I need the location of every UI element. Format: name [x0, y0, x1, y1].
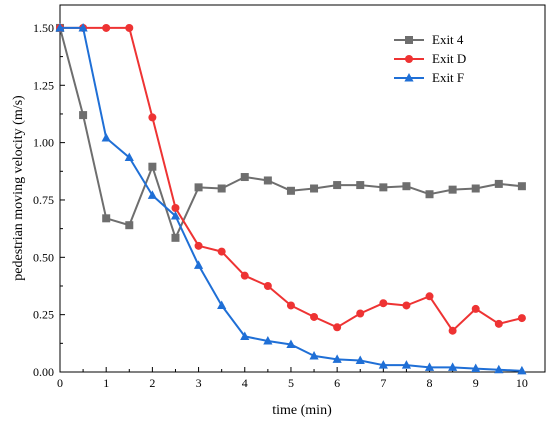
data-point — [125, 221, 134, 230]
data-point — [286, 339, 296, 348]
data-point — [517, 365, 527, 375]
data-point — [356, 309, 365, 318]
x-tick-label: 5 — [288, 376, 294, 390]
data-point — [379, 299, 388, 308]
data-point — [217, 184, 226, 193]
data-point — [471, 363, 481, 373]
legend-label: Exit 4 — [432, 32, 464, 47]
data-point — [171, 233, 180, 242]
data-point — [125, 23, 134, 32]
data-point — [333, 181, 342, 190]
series-exit-f — [55, 22, 527, 375]
data-point — [194, 183, 203, 192]
data-point — [448, 362, 458, 371]
data-point — [494, 364, 504, 374]
data-point — [101, 133, 111, 142]
data-point — [494, 319, 503, 328]
data-point — [310, 312, 319, 321]
legend-marker — [405, 55, 413, 63]
legend-marker — [404, 73, 414, 82]
data-point — [263, 336, 273, 345]
data-point — [401, 360, 412, 369]
legend-label: Exit D — [432, 51, 466, 66]
legend-label: Exit F — [432, 70, 464, 85]
data-point — [148, 162, 157, 171]
y-axis: 0.00 0.25 0.50 0.75 1.00 1.25 1.50 — [33, 21, 65, 379]
x-tick-label: 1 — [103, 376, 109, 390]
x-tick-label: 9 — [473, 376, 479, 390]
data-point — [148, 113, 157, 122]
data-point — [517, 314, 526, 323]
data-point — [217, 247, 226, 256]
data-point — [102, 23, 111, 32]
legend: Exit 4 Exit D Exit F — [394, 32, 466, 85]
data-point — [263, 176, 272, 185]
x-tick-label: 2 — [149, 376, 155, 390]
data-point — [55, 22, 65, 32]
x-tick-label: 10 — [516, 376, 528, 390]
data-point — [124, 152, 134, 162]
data-point — [378, 360, 388, 369]
data-point — [471, 184, 480, 193]
series-exit-d — [56, 23, 526, 335]
data-point — [240, 331, 250, 340]
data-point — [425, 190, 434, 199]
x-tick-label: 3 — [196, 376, 202, 390]
data-point — [170, 211, 181, 220]
y-axis-title: pedestrian moving velocity (m/s) — [11, 95, 26, 281]
data-point — [102, 214, 111, 223]
data-point — [309, 350, 319, 360]
data-point — [286, 186, 295, 195]
x-axis-title: time (min) — [272, 403, 332, 418]
x-tick-label: 4 — [242, 376, 248, 390]
x-axis: 0 1 2 3 4 5 6 7 8 9 10 — [57, 367, 528, 390]
data-point — [310, 184, 319, 193]
x-tick-label: 8 — [427, 376, 433, 390]
legend-item-exit-4: Exit 4 — [394, 32, 464, 47]
data-point — [356, 181, 365, 190]
data-point — [171, 203, 180, 212]
legend-item-exit-f: Exit F — [394, 70, 464, 85]
legend-item-exit-d: Exit D — [394, 51, 466, 66]
series-layer — [55, 22, 527, 375]
y-tick-label: 0.25 — [33, 308, 54, 322]
data-point — [517, 182, 526, 191]
data-point — [425, 292, 434, 301]
data-point — [286, 301, 295, 310]
data-point — [193, 260, 204, 269]
data-point — [402, 182, 411, 191]
data-point — [471, 304, 480, 313]
data-point — [333, 323, 342, 332]
legend-marker — [405, 36, 413, 44]
y-tick-label: 0.75 — [33, 193, 54, 207]
data-point — [379, 183, 388, 192]
x-tick-label: 6 — [334, 376, 340, 390]
data-point — [424, 362, 435, 371]
plot-frame — [59, 4, 546, 373]
data-point — [355, 355, 365, 365]
data-point — [147, 190, 157, 199]
y-tick-label: 1.50 — [33, 21, 54, 35]
data-point — [332, 354, 342, 363]
x-tick-label: 0 — [57, 376, 63, 390]
data-point — [494, 179, 503, 188]
x-tick-label: 7 — [380, 376, 386, 390]
y-tick-label: 0.50 — [33, 250, 54, 264]
data-point — [79, 111, 88, 120]
data-point — [240, 271, 249, 280]
data-point — [402, 301, 411, 310]
y-tick-label: 1.25 — [33, 78, 54, 92]
data-point — [78, 22, 88, 32]
y-tick-label: 0.00 — [33, 365, 54, 379]
data-point — [263, 281, 272, 290]
data-point — [194, 241, 203, 250]
data-point — [448, 185, 457, 194]
data-point — [448, 326, 457, 335]
y-tick-label: 1.00 — [33, 136, 54, 150]
data-point — [217, 300, 227, 309]
data-point — [240, 173, 249, 182]
